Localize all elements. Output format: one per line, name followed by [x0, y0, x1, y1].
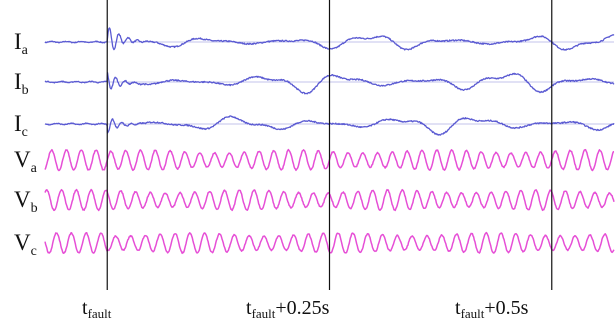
label-ic: Ic [14, 111, 28, 140]
label-ia: Ia [14, 29, 29, 58]
channel-labels: Ia Ib Ic Va Vb Vc [14, 29, 38, 259]
label-va: Va [14, 147, 38, 176]
label-vb: Vb [14, 187, 38, 216]
time-labels: tfault tfault+0.25s tfault+0.5s [82, 297, 529, 321]
label-ib: Ib [14, 69, 29, 98]
time-label-0: tfault [82, 297, 112, 321]
label-vc: Vc [14, 230, 37, 259]
time-label-1: tfault+0.25s [246, 297, 330, 321]
time-label-2: tfault+0.5s [455, 297, 529, 321]
time-markers [106, 0, 553, 290]
